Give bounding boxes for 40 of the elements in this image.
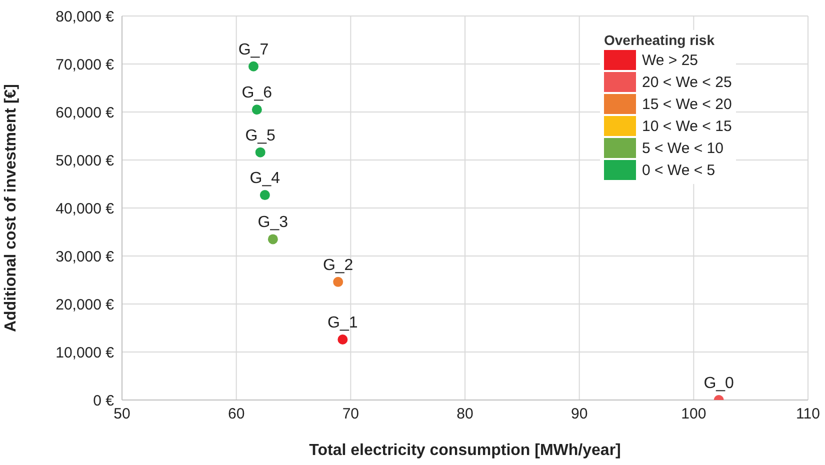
annotation: G_4	[250, 170, 280, 188]
point	[255, 147, 266, 158]
point	[248, 61, 258, 72]
point	[333, 276, 344, 287]
y-tick-label: 10,000 €	[56, 344, 115, 362]
point	[268, 234, 278, 244]
annotation: G_6	[242, 84, 272, 102]
y-tick-label: 0 €	[93, 392, 115, 410]
annotation: G_1	[328, 314, 358, 332]
legend-label: 0 < We < 5	[642, 162, 716, 178]
x-axis-title: Total electricity consumption [MWh/year]	[309, 442, 621, 459]
y-tick-label: 70,000 €	[56, 56, 115, 74]
legend-label: 5 < We < 10	[642, 140, 724, 156]
legend-label: 15 < We < 20	[642, 96, 732, 112]
x-tick-label: 60	[228, 406, 245, 423]
point	[338, 334, 348, 345]
y-tick-label: 30,000 €	[56, 248, 115, 266]
y-tick-label: 20,000 €	[56, 296, 115, 314]
y-tick-label: 80,000 €	[56, 8, 115, 26]
annotation: G_5	[245, 127, 276, 144]
legend-title: Overheating risk	[604, 32, 716, 48]
annotation: G_7	[238, 41, 269, 58]
annotation: G_3	[258, 214, 288, 232]
x-tick-label: 70	[342, 406, 360, 423]
annotation: G_2	[322, 256, 354, 274]
legend-label: 10 < We < 15	[642, 118, 732, 134]
x-tick-label: 50	[114, 406, 130, 423]
point	[252, 104, 262, 115]
x-tick-label: 100	[681, 406, 706, 423]
x-tick-label: 80	[456, 406, 474, 423]
point	[260, 190, 270, 200]
legend-label: We > 25	[642, 52, 698, 68]
annotation: G_0	[704, 375, 734, 392]
y-tick-label: 50,000 €	[56, 152, 115, 170]
y-tick-label: 60,000 €	[56, 104, 115, 122]
legend-label: 20 < We < 25	[642, 74, 732, 90]
x-tick-label: 90	[570, 406, 588, 423]
x-tick-label: 110	[796, 406, 820, 423]
y-axis-title: Additional cost of investment [€]	[2, 84, 20, 332]
y-tick-label: 40,000 €	[56, 200, 115, 218]
